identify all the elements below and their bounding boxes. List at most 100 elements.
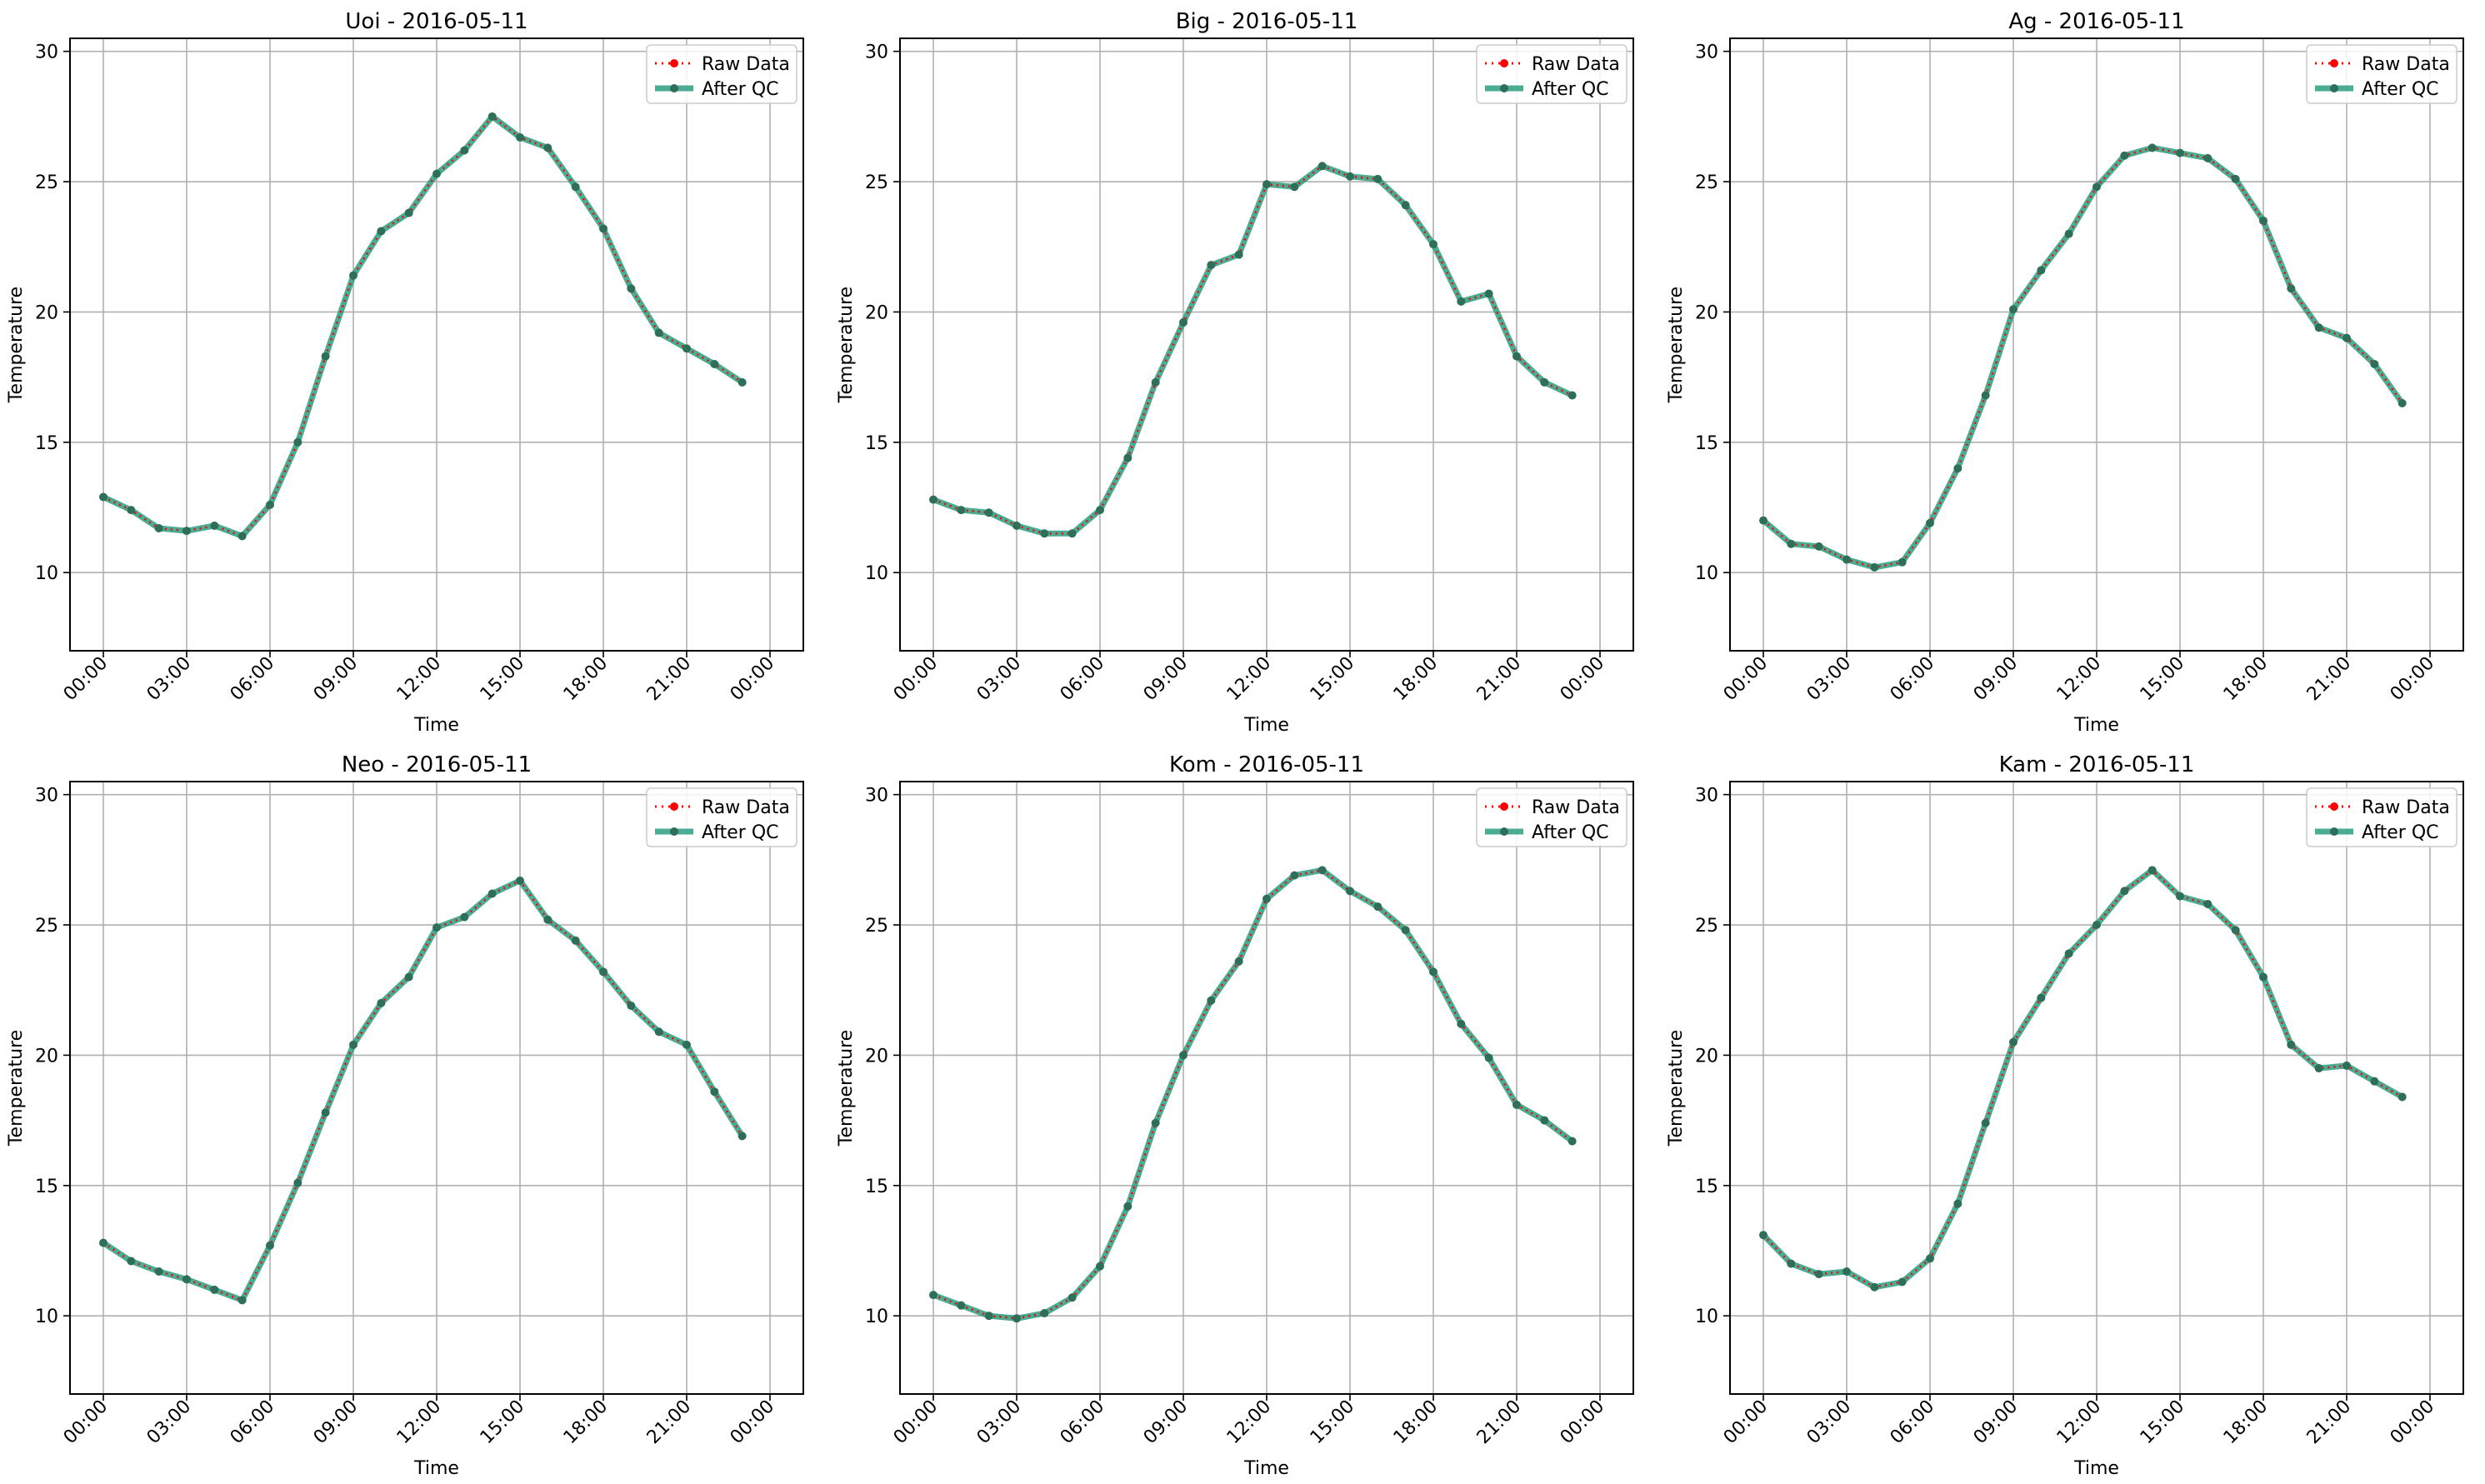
y-axis-label: Temperature bbox=[6, 1030, 27, 1147]
after-qc-point bbox=[321, 352, 330, 361]
legend-qc-label: After QC bbox=[1532, 822, 1609, 843]
x-tick-label: 18:00 bbox=[560, 653, 612, 706]
grid bbox=[1730, 782, 2463, 1394]
y-tick-label: 20 bbox=[865, 302, 888, 323]
after-qc-point bbox=[293, 437, 302, 447]
after-qc-point bbox=[1040, 529, 1049, 538]
after-qc-point bbox=[627, 284, 636, 293]
after-qc-point bbox=[2176, 892, 2184, 901]
after-qc-point bbox=[1870, 562, 1879, 572]
after-qc-point bbox=[2314, 1064, 2323, 1073]
after-qc-point bbox=[238, 1296, 247, 1305]
after-qc-point bbox=[1759, 1231, 1768, 1240]
legend-qc-marker bbox=[1500, 827, 1508, 836]
x-tick-label: 00:00 bbox=[1720, 653, 1772, 706]
x-axis-label: Time bbox=[2073, 1458, 2119, 1479]
x-tick-label: 12:00 bbox=[1223, 653, 1276, 706]
after-qc-point bbox=[1457, 297, 1466, 306]
after-qc-point bbox=[682, 1040, 691, 1049]
after-qc-point bbox=[2314, 323, 2323, 332]
y-axis-label: Temperature bbox=[836, 287, 857, 403]
after-qc-point bbox=[2148, 866, 2157, 875]
after-qc-point bbox=[182, 1275, 191, 1284]
x-tick-label: 03:00 bbox=[143, 653, 196, 706]
y-axis-label: Temperature bbox=[6, 287, 27, 403]
after-qc-point bbox=[1842, 555, 1851, 564]
after-qc-point bbox=[2370, 359, 2379, 368]
legend: Raw Data After QC bbox=[1476, 44, 1628, 104]
x-tick-label: 03:00 bbox=[1803, 653, 1856, 706]
x-tick-label: 15:00 bbox=[1307, 653, 1359, 706]
after-qc-point bbox=[293, 1178, 302, 1187]
y-tick-label: 10 bbox=[1695, 563, 1718, 584]
x-tick-label: 03:00 bbox=[143, 1397, 196, 1449]
series-line-after-qc bbox=[102, 113, 744, 539]
after-qc-point bbox=[1179, 317, 1188, 327]
after-qc-point bbox=[516, 132, 524, 142]
after-qc-point bbox=[266, 1241, 274, 1250]
after-qc-point bbox=[2009, 305, 2018, 314]
after-qc-point bbox=[1123, 453, 1132, 462]
after-qc-point bbox=[1234, 957, 1243, 966]
x-tick-label: 09:00 bbox=[310, 1397, 362, 1449]
after-qc-point bbox=[1373, 174, 1382, 183]
x-tick-label: 21:00 bbox=[643, 653, 696, 706]
chart-title: Uoi - 2016-05-11 bbox=[345, 9, 528, 34]
after-qc-point bbox=[1151, 1118, 1160, 1127]
x-tick-label: 00:00 bbox=[1557, 1397, 1609, 1449]
series-line-raw-data bbox=[102, 115, 743, 537]
after-qc-point bbox=[710, 1087, 719, 1097]
series-line-after-qc bbox=[932, 162, 1574, 537]
legend-raw-label: Raw Data bbox=[1532, 54, 1620, 75]
after-qc-point bbox=[1096, 1262, 1104, 1271]
legend-raw-marker bbox=[2330, 802, 2338, 811]
x-tick-label: 00:00 bbox=[727, 1397, 779, 1449]
after-qc-point bbox=[1179, 1051, 1188, 1060]
x-tick-label: 09:00 bbox=[1140, 653, 1192, 706]
chart-title: Kom - 2016-05-11 bbox=[1169, 752, 1364, 777]
x-tick-label: 03:00 bbox=[1803, 1397, 1856, 1449]
y-tick-label: 30 bbox=[35, 786, 58, 807]
series-line-after-qc bbox=[1761, 867, 2404, 1291]
after-qc-point bbox=[1151, 377, 1160, 387]
y-tick-label: 10 bbox=[865, 1307, 888, 1327]
after-qc-point bbox=[460, 912, 469, 922]
y-tick-label: 20 bbox=[35, 302, 58, 323]
chart-panel: 10 15 20 25 30 00:00 03:00 06:00 09:00 12:00 15:00… bbox=[1666, 752, 2464, 1479]
legend-qc-marker bbox=[670, 827, 678, 836]
y-tick-label: 15 bbox=[865, 1177, 888, 1197]
x-tick-label: 21:00 bbox=[1473, 653, 1526, 706]
after-qc-point bbox=[1012, 521, 1021, 530]
y-tick-label: 15 bbox=[865, 433, 888, 454]
x-tick-label: 12:00 bbox=[393, 653, 446, 706]
chart-panel: 10 15 20 25 30 00:00 03:00 06:00 09:00 12:00 15:00… bbox=[836, 752, 1634, 1479]
after-qc-point bbox=[1401, 201, 1410, 210]
after-qc-point bbox=[1842, 1267, 1851, 1276]
after-qc-point bbox=[2259, 972, 2268, 982]
legend-qc-marker bbox=[670, 84, 678, 92]
after-qc-point bbox=[2092, 921, 2101, 930]
chart-title: Big - 2016-05-11 bbox=[1176, 9, 1358, 34]
after-qc-point bbox=[599, 967, 608, 977]
after-qc-point bbox=[1814, 542, 1823, 551]
legend-raw-marker bbox=[670, 59, 678, 67]
after-qc-point bbox=[1068, 529, 1077, 538]
after-qc-point bbox=[238, 532, 247, 541]
after-qc-point bbox=[2203, 153, 2212, 162]
y-tick-label: 30 bbox=[1695, 786, 1718, 807]
series-line-raw-data bbox=[1762, 868, 2403, 1289]
series-line-raw-data bbox=[932, 164, 1573, 535]
after-qc-point bbox=[1040, 1309, 1049, 1318]
y-axis-label: Temperature bbox=[1666, 287, 1687, 403]
x-tick-label: 21:00 bbox=[643, 1397, 696, 1449]
after-qc-point bbox=[2231, 174, 2240, 183]
after-qc-point bbox=[2287, 284, 2296, 293]
after-qc-point bbox=[2342, 333, 2351, 342]
x-tick-label: 00:00 bbox=[2387, 653, 2439, 706]
after-qc-point bbox=[1540, 1116, 1549, 1125]
x-tick-label: 15:00 bbox=[2137, 653, 2189, 706]
series-line-raw-data bbox=[102, 879, 743, 1302]
after-qc-point bbox=[1207, 261, 1216, 270]
y-tick-label: 10 bbox=[865, 563, 888, 584]
